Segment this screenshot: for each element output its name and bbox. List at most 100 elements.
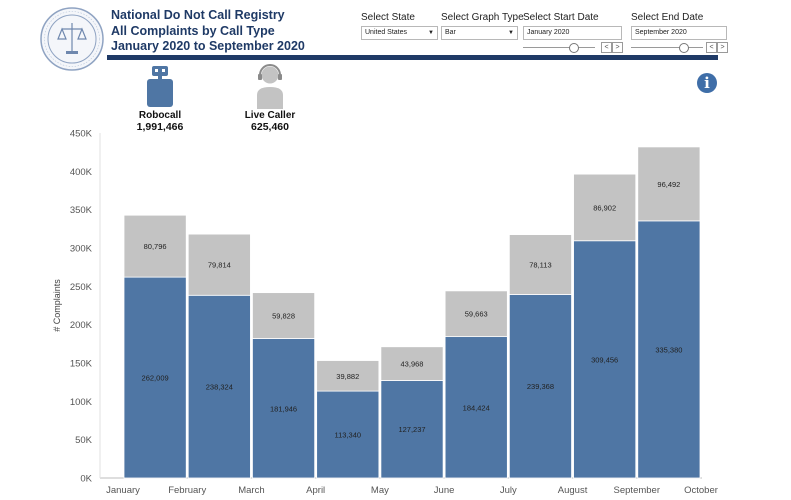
chart-data-labels: 262,009 80,796 238,324 79,814 181,946 59,828 1… — [142, 180, 683, 440]
x-tick-label: March — [238, 485, 264, 496]
title-line-2: All Complaints by Call Type — [111, 23, 275, 38]
y-tick-label: 150K — [70, 359, 93, 370]
bar-robocall — [187, 294, 251, 479]
graph-type-filter-label: Select Graph Type — [441, 12, 524, 23]
kpi-robocall-label: Robocall — [138, 110, 182, 121]
bar-robocall — [316, 390, 380, 479]
bar-live-caller — [444, 290, 508, 338]
y-tick-label: 450K — [70, 129, 93, 140]
start-date-input[interactable]: January 2020 — [523, 26, 622, 40]
x-tick-label: February — [168, 485, 206, 496]
x-tick-label: October — [684, 485, 718, 496]
data-label-live-caller: 59,828 — [272, 312, 295, 321]
start-date-next-button[interactable]: > — [612, 42, 623, 53]
start-date-filter-label: Select Start Date — [523, 12, 599, 23]
kpi-live-caller: Live Caller 625,460 — [232, 110, 308, 133]
y-tick-label: 400K — [70, 167, 93, 178]
bar-live-caller — [380, 346, 444, 381]
data-label-live-caller: 80,796 — [144, 242, 167, 251]
start-date-slider-track[interactable] — [523, 47, 595, 48]
title-line-1: National Do Not Call Registry — [111, 8, 285, 22]
kpi-live-caller-label: Live Caller — [244, 110, 296, 121]
end-date-slider-handle[interactable] — [679, 43, 689, 53]
kpi-robocall-value: 1,991,466 — [136, 121, 184, 133]
y-tick-label: 100K — [70, 397, 93, 408]
data-label-live-caller: 96,492 — [657, 180, 680, 189]
x-tick-label: June — [434, 485, 455, 496]
data-label-robocall: 181,946 — [270, 404, 297, 413]
data-label-robocall: 262,009 — [142, 374, 169, 383]
state-filter-label: Select State — [361, 12, 415, 23]
page-title: National Do Not Call Registry All Compla… — [111, 8, 305, 55]
data-label-live-caller: 43,968 — [401, 360, 424, 369]
graph-type-select[interactable]: Bar ▼ — [441, 26, 518, 40]
y-axis-label: # Complaints — [52, 279, 62, 332]
y-tick-label: 50K — [75, 435, 93, 446]
end-date-filter-label: Select End Date — [631, 12, 704, 23]
chart-bars — [123, 146, 701, 479]
y-tick-label: 300K — [70, 244, 93, 255]
bar-live-caller — [316, 360, 380, 392]
data-label-robocall: 309,456 — [591, 355, 618, 364]
info-icon[interactable]: i — [697, 73, 717, 93]
bar-live-caller — [252, 292, 316, 339]
y-tick-label: 0K — [80, 474, 92, 485]
x-tick-label: January — [106, 485, 140, 496]
bar-robocall — [573, 240, 637, 479]
robot-icon — [146, 66, 174, 108]
y-tick-label: 200K — [70, 320, 93, 331]
kpi-robocall: Robocall 1,991,466 — [122, 110, 198, 133]
bar-robocall — [637, 220, 701, 479]
data-label-robocall: 184,424 — [463, 403, 490, 412]
x-tick-label: April — [306, 485, 325, 496]
state-select-value: United States — [365, 29, 408, 36]
state-select[interactable]: United States ▼ — [361, 26, 438, 40]
bar-live-caller — [573, 173, 637, 242]
end-date-filter: Select End Date September 2020 < > — [631, 12, 728, 54]
bar-robocall — [380, 380, 444, 479]
bar-live-caller — [637, 146, 701, 222]
start-date-slider-handle[interactable] — [569, 43, 579, 53]
bar-robocall — [444, 336, 508, 479]
bar-live-caller — [123, 214, 187, 278]
data-label-live-caller: 86,902 — [593, 203, 616, 212]
data-label-live-caller: 79,814 — [208, 261, 231, 270]
data-label-robocall: 335,380 — [655, 345, 682, 354]
end-date-input[interactable]: September 2020 — [631, 26, 727, 40]
data-label-live-caller: 78,113 — [529, 261, 551, 270]
x-tick-label: September — [614, 485, 660, 496]
chevron-down-icon: ▼ — [508, 30, 514, 36]
title-line-3: January 2020 to September 2020 — [111, 39, 305, 53]
state-filter: Select State United States ▼ — [361, 12, 438, 40]
bar-live-caller — [187, 233, 251, 296]
end-date-next-button[interactable]: > — [717, 42, 728, 53]
graph-type-select-value: Bar — [445, 29, 456, 36]
data-label-robocall: 127,237 — [398, 425, 425, 434]
chart-axes: 0K 50K 100K 150K 200K 250K 300K 350K 400K 450K # C… — [52, 129, 718, 497]
x-tick-label: August — [558, 485, 588, 496]
bar-robocall — [508, 294, 572, 479]
person-headset-icon — [255, 63, 285, 109]
header-divider — [107, 55, 718, 60]
chevron-down-icon: ▼ — [428, 30, 434, 36]
end-date-prev-button[interactable]: < — [706, 42, 717, 53]
start-date-prev-button[interactable]: < — [601, 42, 612, 53]
end-date-slider-track[interactable] — [631, 47, 703, 48]
x-tick-label: May — [371, 485, 389, 496]
bar-robocall — [123, 276, 187, 479]
data-label-live-caller: 59,663 — [465, 310, 488, 319]
ftc-seal-logo — [40, 7, 104, 71]
data-label-robocall: 113,340 — [334, 431, 361, 440]
y-tick-label: 250K — [70, 282, 93, 293]
start-date-filter: Select Start Date January 2020 < > — [523, 12, 623, 54]
bar-live-caller — [508, 234, 572, 295]
kpi-live-caller-value: 625,460 — [251, 121, 289, 133]
y-tick-label: 350K — [70, 205, 93, 216]
graph-type-filter: Select Graph Type Bar ▼ — [441, 12, 524, 40]
data-label-live-caller: 39,882 — [336, 372, 359, 381]
data-label-robocall: 238,324 — [206, 383, 233, 392]
x-tick-label: July — [500, 485, 517, 496]
data-label-robocall: 239,368 — [527, 382, 554, 391]
bar-robocall — [252, 338, 316, 479]
